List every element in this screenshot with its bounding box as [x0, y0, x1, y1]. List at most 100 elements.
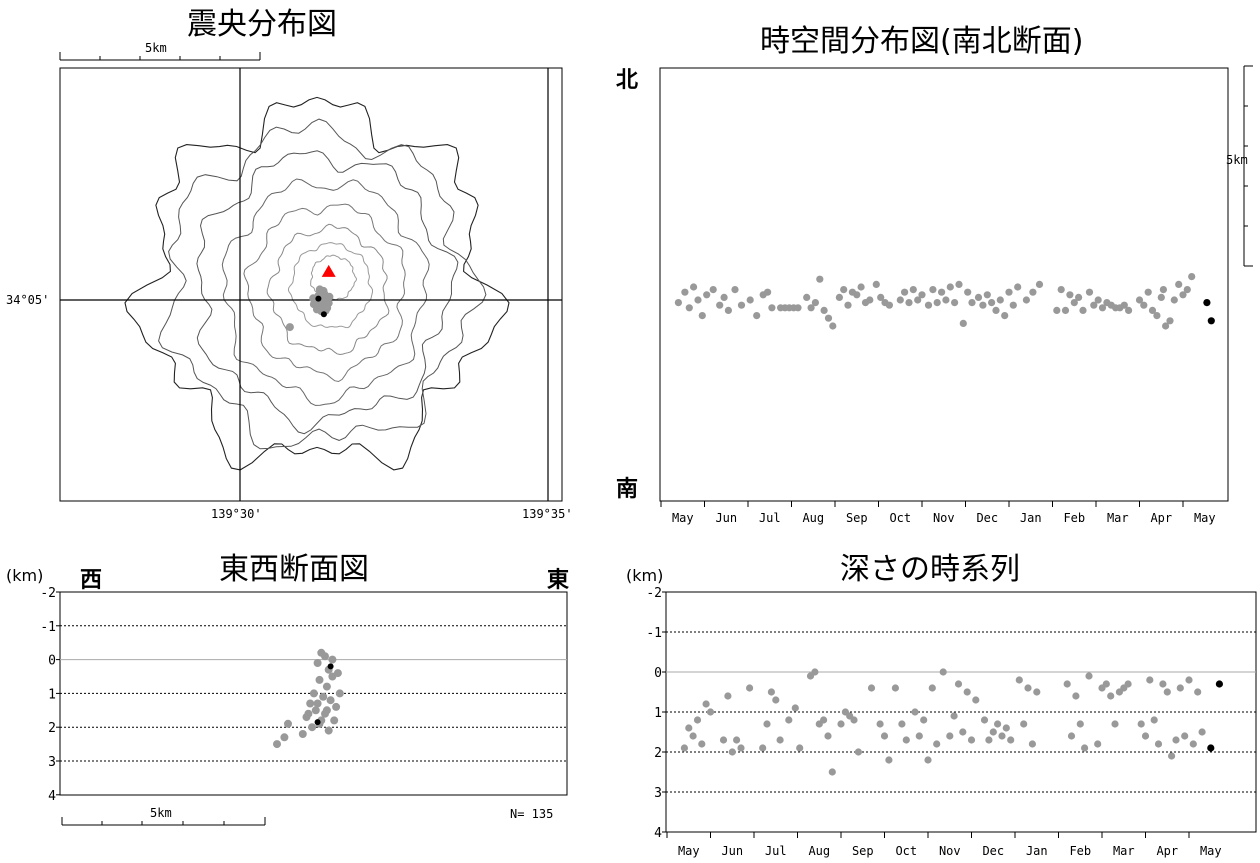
contour-line	[243, 203, 406, 383]
map-event-dot	[323, 303, 332, 312]
timespace-event-dot	[824, 314, 833, 322]
timespace-event-dot	[974, 293, 983, 301]
timespace-event-dot	[746, 296, 754, 304]
timespace-event-dot	[1140, 301, 1148, 309]
depth-event-dot	[796, 744, 804, 752]
depth-event-dot	[1194, 688, 1202, 696]
depth-event-dot	[719, 736, 728, 744]
depth-x-tick-label: Feb	[1069, 844, 1091, 858]
timespace-event-dot	[1061, 306, 1070, 314]
depth-x-tick-label: Sep	[852, 844, 874, 858]
timespace-x-tick-label: May	[672, 511, 694, 525]
ew-event-dot	[328, 655, 337, 664]
ew-event-dot	[284, 719, 292, 728]
depth-event-dot	[1172, 736, 1180, 744]
timespace-event-dot	[905, 299, 913, 307]
ew-event-dot	[332, 702, 341, 711]
ew-event-dot	[322, 706, 331, 715]
depth-event-dot	[911, 708, 919, 716]
timespace-scale-label: 5km	[1226, 153, 1248, 167]
timespace-event-dot	[1162, 322, 1170, 330]
timespace-event-dot	[1001, 312, 1009, 320]
timespace-event-dot	[1075, 293, 1083, 301]
map-event-dot	[315, 285, 324, 294]
ew-scale-bar	[61, 817, 266, 826]
timespace-event-dot	[1179, 291, 1187, 299]
timespace-recent-dot	[1203, 299, 1211, 307]
timespace-event-dot	[959, 319, 967, 327]
timespace-event-dot	[1144, 288, 1152, 296]
timespace-event-dot	[753, 312, 761, 320]
map-scale-bar	[59, 52, 261, 61]
timespace-event-dot	[901, 288, 909, 296]
depth-x-tick-label: May	[1200, 844, 1222, 858]
depth-event-dot	[746, 684, 754, 692]
depth-event-dot	[998, 732, 1006, 740]
ew-section-chart: -2 -1 0 1 2 3 4 5km N= 135	[40, 586, 568, 826]
depth-event-dot	[920, 716, 928, 724]
depth-event-dot	[1015, 676, 1023, 684]
depth-event-dot	[950, 712, 958, 720]
depth-event-dot	[791, 704, 799, 712]
map-scale-label: 5km	[145, 41, 167, 55]
timespace-event-dot	[1090, 301, 1098, 309]
timespace-chart: May Jun Jul Aug Sep Oct Nov Dec Jan Feb Mar Apr May …	[659, 65, 1253, 525]
map-frame	[59, 67, 563, 502]
timespace-event-dot	[816, 275, 824, 283]
depth-event-dot	[1107, 692, 1115, 700]
contour-line	[266, 223, 390, 356]
timespace-event-dot	[1157, 293, 1165, 301]
depth-event-dot	[1168, 752, 1176, 760]
ew-event-dot	[306, 699, 315, 708]
ew-y-tick-label: 4	[48, 789, 56, 804]
timespace-event-dot	[955, 280, 963, 288]
timespace-event-dot	[1125, 306, 1133, 314]
timespace-event-dot	[794, 304, 802, 312]
ew-event-dot	[313, 659, 322, 667]
timespace-event-dot	[1053, 306, 1061, 314]
depth-event-dot	[967, 736, 976, 744]
ew-y-tick-label: -2	[40, 586, 56, 601]
timespace-x-tick-label: May	[1194, 511, 1216, 525]
timespace-chart-title: 時空間分布図(南北断面)	[760, 24, 1084, 59]
ew-unit-label: (km)	[6, 566, 44, 585]
ew-event-dot	[280, 733, 289, 742]
depth-x-tick-label: Dec	[982, 844, 1004, 858]
epicenter-map-title: 震央分布図	[187, 7, 337, 42]
timespace-event-dot	[1153, 312, 1161, 320]
depth-x-tick-label: Aug	[808, 844, 830, 858]
depth-event-dot	[915, 732, 923, 740]
timespace-event-dot	[929, 286, 937, 294]
timespace-x-tick-label: Jul	[759, 511, 781, 525]
depth-event-dot	[776, 736, 784, 744]
depth-event-dot	[854, 748, 863, 756]
depth-y-tick-label: 4	[654, 826, 662, 841]
timespace-event-dot	[918, 291, 926, 299]
depth-y-tick-label: 1	[654, 706, 662, 721]
timespace-event-dot	[737, 301, 746, 309]
depth-x-axis: May Jun Jul Aug Sep Oct Nov Dec Jan Feb Mar Apr May	[666, 832, 1222, 858]
depth-event-dot	[689, 732, 697, 740]
depth-x-tick-label: Jul	[765, 844, 787, 858]
depth-event-dot	[728, 748, 736, 756]
depth-event-dot	[1137, 720, 1145, 728]
timespace-event-dot	[1170, 296, 1178, 304]
timespace-x-tick-label: Jan	[1020, 511, 1042, 525]
depth-event-dot	[1102, 680, 1110, 688]
ew-y-tick-label: 0	[48, 654, 56, 669]
depth-event-dot	[1124, 680, 1132, 688]
depth-event-dot	[850, 716, 858, 724]
map-event-dot	[285, 323, 294, 332]
timespace-event-dot	[681, 288, 689, 296]
depth-event-dot	[946, 732, 954, 740]
timespace-event-dot	[820, 306, 828, 314]
timespace-event-dot	[992, 306, 1000, 314]
ew-recent-dot	[314, 719, 321, 726]
east-label: 東	[547, 568, 570, 593]
ew-recent-dot	[327, 663, 334, 670]
timespace-event-dot	[811, 299, 820, 307]
timespace-event-dot	[829, 322, 837, 330]
depth-event-dot	[820, 716, 828, 724]
depth-recent-dot	[1215, 680, 1223, 688]
